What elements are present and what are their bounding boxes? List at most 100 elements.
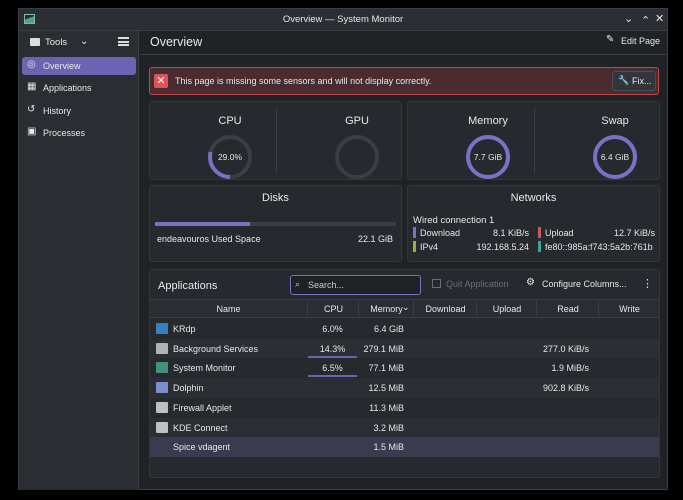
cpu-bar — [308, 375, 357, 378]
legend-swatch — [538, 241, 541, 252]
cell: 77.1 MiB — [368, 363, 404, 374]
cell: 14.3% — [319, 343, 346, 354]
card-divider — [534, 108, 535, 174]
edit-page-button[interactable]: ✎ Edit Page — [606, 34, 666, 50]
search-icon: ⌕ — [295, 279, 301, 289]
column-header-label: Memory — [370, 304, 403, 314]
table-row[interactable]: KRdp 6.0% 6.4 GiB — [150, 319, 659, 339]
cell: Dolphin — [173, 383, 204, 394]
minimize-button[interactable]: ⌄ — [624, 13, 634, 25]
nav-item[interactable]: ↺ History — [22, 102, 136, 120]
warning-icon: ✕ — [154, 74, 168, 88]
quit-label: Quit Application — [446, 279, 509, 289]
column-header[interactable]: Download — [413, 300, 476, 318]
nav-item[interactable]: ◎ Overview — [22, 57, 136, 75]
legend-label: IPv4 — [420, 242, 439, 252]
cell: 902.8 KiB/s — [542, 383, 589, 394]
table-row[interactable]: Dolphin 12.5 MiB 902.8 KiB/s — [150, 378, 659, 398]
legend-value: 12.7 KiB/s — [613, 228, 655, 238]
nav-list: ◎ Overview ▦ Applications ↺ History ▣ Processes — [19, 31, 139, 171]
applications-title: Applications — [158, 280, 218, 292]
gauge — [335, 135, 379, 179]
column-header[interactable]: Read — [536, 300, 598, 318]
table-row[interactable]: KDE Connect 3.2 MiB — [150, 417, 659, 438]
table-row[interactable]: Background Services 14.3% 279.1 MiB 277.0 K… — [150, 338, 659, 359]
legend-value: fe80::985a:f743:5a2b:761b — [545, 242, 653, 252]
header-separator — [140, 54, 667, 55]
tools-arrow: ⌄ — [80, 36, 89, 47]
nav-item[interactable]: ▣ Processes — [22, 124, 136, 142]
column-header[interactable]: CPU — [307, 300, 358, 318]
gauge-layer: CPU 29.0% GPU Memory 7.7 GiB Swap 6.4 GiB — [140, 31, 667, 191]
cell: Spice vdagent — [173, 442, 231, 453]
window: Overview — System Monitor ⌄ ⌃ ✕ Tools ⌄ … — [18, 8, 668, 490]
page-title: Overview — [150, 35, 203, 49]
nav-label: Processes — [43, 127, 86, 138]
gauge-arc — [593, 135, 637, 179]
menu-bar — [118, 40, 129, 43]
legend-swatch — [538, 227, 541, 238]
search-placeholder: Search... — [308, 280, 345, 290]
maximize-button[interactable]: ⌃ — [641, 15, 651, 27]
process-table: Name CPU Memory ⌄ Download Upload Read Write KRd… — [150, 299, 661, 477]
memory-swap-card — [407, 101, 660, 180]
configure-button[interactable]: ⚙ Configure Columns... — [525, 277, 630, 293]
configure-label: Configure Columns... — [542, 279, 627, 289]
column-header[interactable]: Memory ⌄ — [358, 300, 413, 318]
cell: Background Services — [173, 343, 259, 354]
gauge-label: Swap — [601, 115, 629, 127]
cpu-bar — [308, 355, 357, 358]
tools-button[interactable]: Tools ⌄ — [27, 35, 97, 51]
cell: 11.3 MiB — [369, 402, 404, 413]
more-button[interactable]: ⋮ — [642, 278, 653, 290]
app-icon — [156, 421, 168, 433]
sort-indicator: ⌄ — [402, 302, 410, 312]
tools-label: Tools — [45, 37, 68, 48]
column-header[interactable]: Write — [598, 300, 659, 318]
card-divider — [276, 108, 277, 174]
column-header-label: CPU — [323, 304, 343, 314]
column-header-label: Download — [425, 304, 466, 314]
disk-bar-fill — [155, 222, 250, 226]
gauge — [208, 135, 252, 179]
gauge-arc — [208, 135, 252, 179]
cell: 3.2 MiB — [373, 422, 404, 433]
applications-card: Applications ⌕ Search... Quit Applicatio… — [149, 269, 660, 478]
column-header[interactable]: Upload — [476, 300, 536, 318]
app-icon — [156, 401, 168, 413]
search-field[interactable]: ⌕ Search... — [290, 275, 421, 295]
close-button[interactable]: ✕ — [655, 13, 665, 25]
cell: 279.1 MiB — [363, 343, 404, 354]
menu-button[interactable] — [118, 37, 129, 46]
table-row[interactable]: Firewall Applet 11.3 MiB — [150, 397, 659, 418]
column-header-label: Name — [216, 304, 241, 314]
column-header-label: Read — [557, 304, 579, 314]
legend-value: 192.168.5.24 — [476, 242, 529, 252]
disk-bar-track — [155, 222, 396, 226]
main: Overview ✎ Edit Page ✕ This page is miss… — [140, 31, 667, 490]
app-icon — [156, 382, 168, 394]
quit-button[interactable]: Quit Application — [429, 277, 515, 293]
table-row[interactable]: Spice vdagent 1.5 MiB — [150, 437, 659, 457]
nav-label: Overview — [43, 61, 81, 71]
gauge-value: 7.7 GiB — [473, 152, 503, 162]
networks-card: Networks Wired connection 1 Download 8.1 … — [407, 185, 660, 262]
disk-value: 22.1 GiB — [357, 234, 393, 244]
configure-icon: ⚙ — [526, 277, 535, 288]
gauge-label: CPU — [218, 115, 242, 127]
nav-item[interactable]: ▦ Applications — [22, 79, 136, 97]
table-row[interactable]: System Monitor 6.5% 77.1 MiB 1.9 MiB/s — [150, 358, 659, 379]
disks-card: Disks endeavouros Used Space 22.1 GiB — [149, 185, 402, 262]
cell: 277.0 KiB/s — [542, 343, 589, 354]
window-title: Overview — System Monitor — [282, 14, 404, 25]
cell: System Monitor — [173, 363, 236, 374]
fix-label: Fix... — [632, 76, 652, 86]
column-header[interactable]: Name — [150, 300, 307, 318]
gauge — [466, 135, 510, 179]
app-icon — [24, 14, 35, 24]
fix-button[interactable]: 🔧 Fix... — [612, 71, 656, 91]
cell: 6.5% — [322, 363, 343, 374]
cpu-gpu-card — [149, 101, 402, 180]
column-header-label: Write — [619, 304, 640, 314]
